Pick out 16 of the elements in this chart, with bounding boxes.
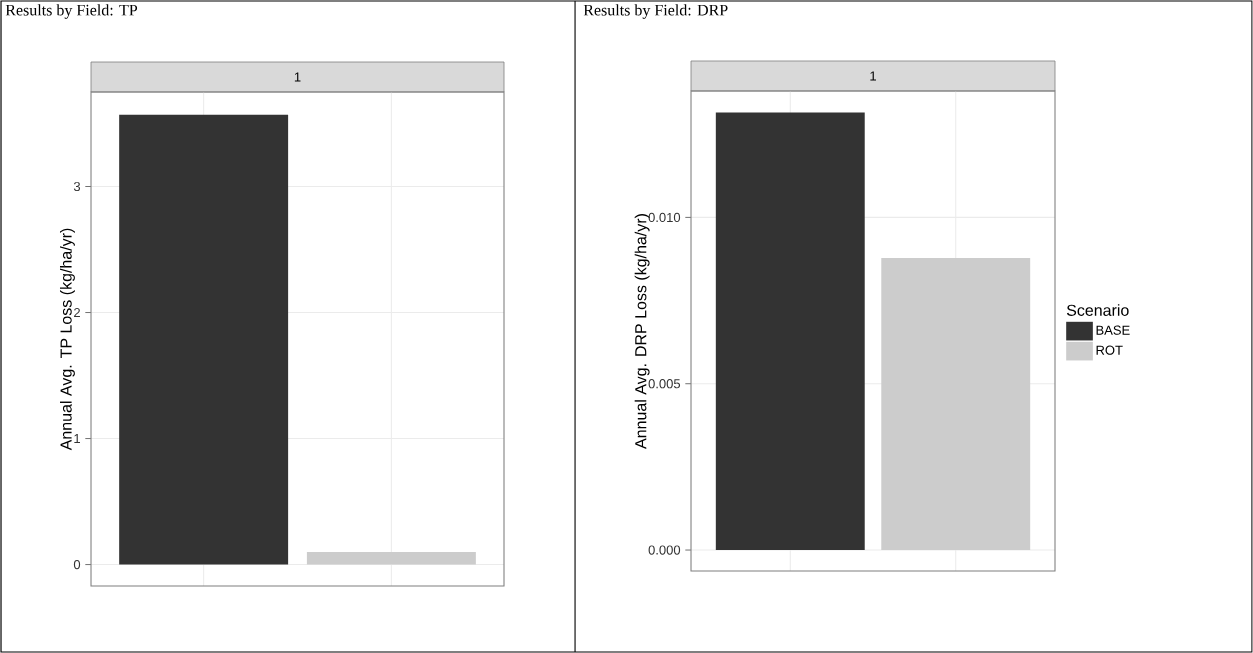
legend-label: ROT [1096, 345, 1123, 355]
legend-label: BASE [1096, 325, 1130, 335]
chart-subtitle: 1 [870, 71, 876, 81]
y-axis-title: Annual Avg. TP Loss (kg/ha/yr) [59, 228, 75, 451]
y-tick-label: 0.000 [648, 545, 681, 555]
legend-title: Scenario [1066, 304, 1129, 316]
y-tick-label: 0.010 [648, 212, 681, 222]
chart-title: Results by Field: TP [5, 4, 138, 19]
y-tick-label: 1 [74, 434, 80, 444]
y-tick-label: 0.005 [648, 379, 681, 389]
y-axis-title: Annual Avg. DRP Loss (kg/ha/yr) [634, 214, 650, 449]
y-tick-label: 0 [73, 559, 81, 570]
chart-subtitle: 1 [294, 72, 301, 82]
chart-title: Results by Field: DRP [583, 4, 728, 19]
y-tick-label: 2 [74, 308, 80, 318]
y-tick-label: 3 [73, 181, 81, 192]
